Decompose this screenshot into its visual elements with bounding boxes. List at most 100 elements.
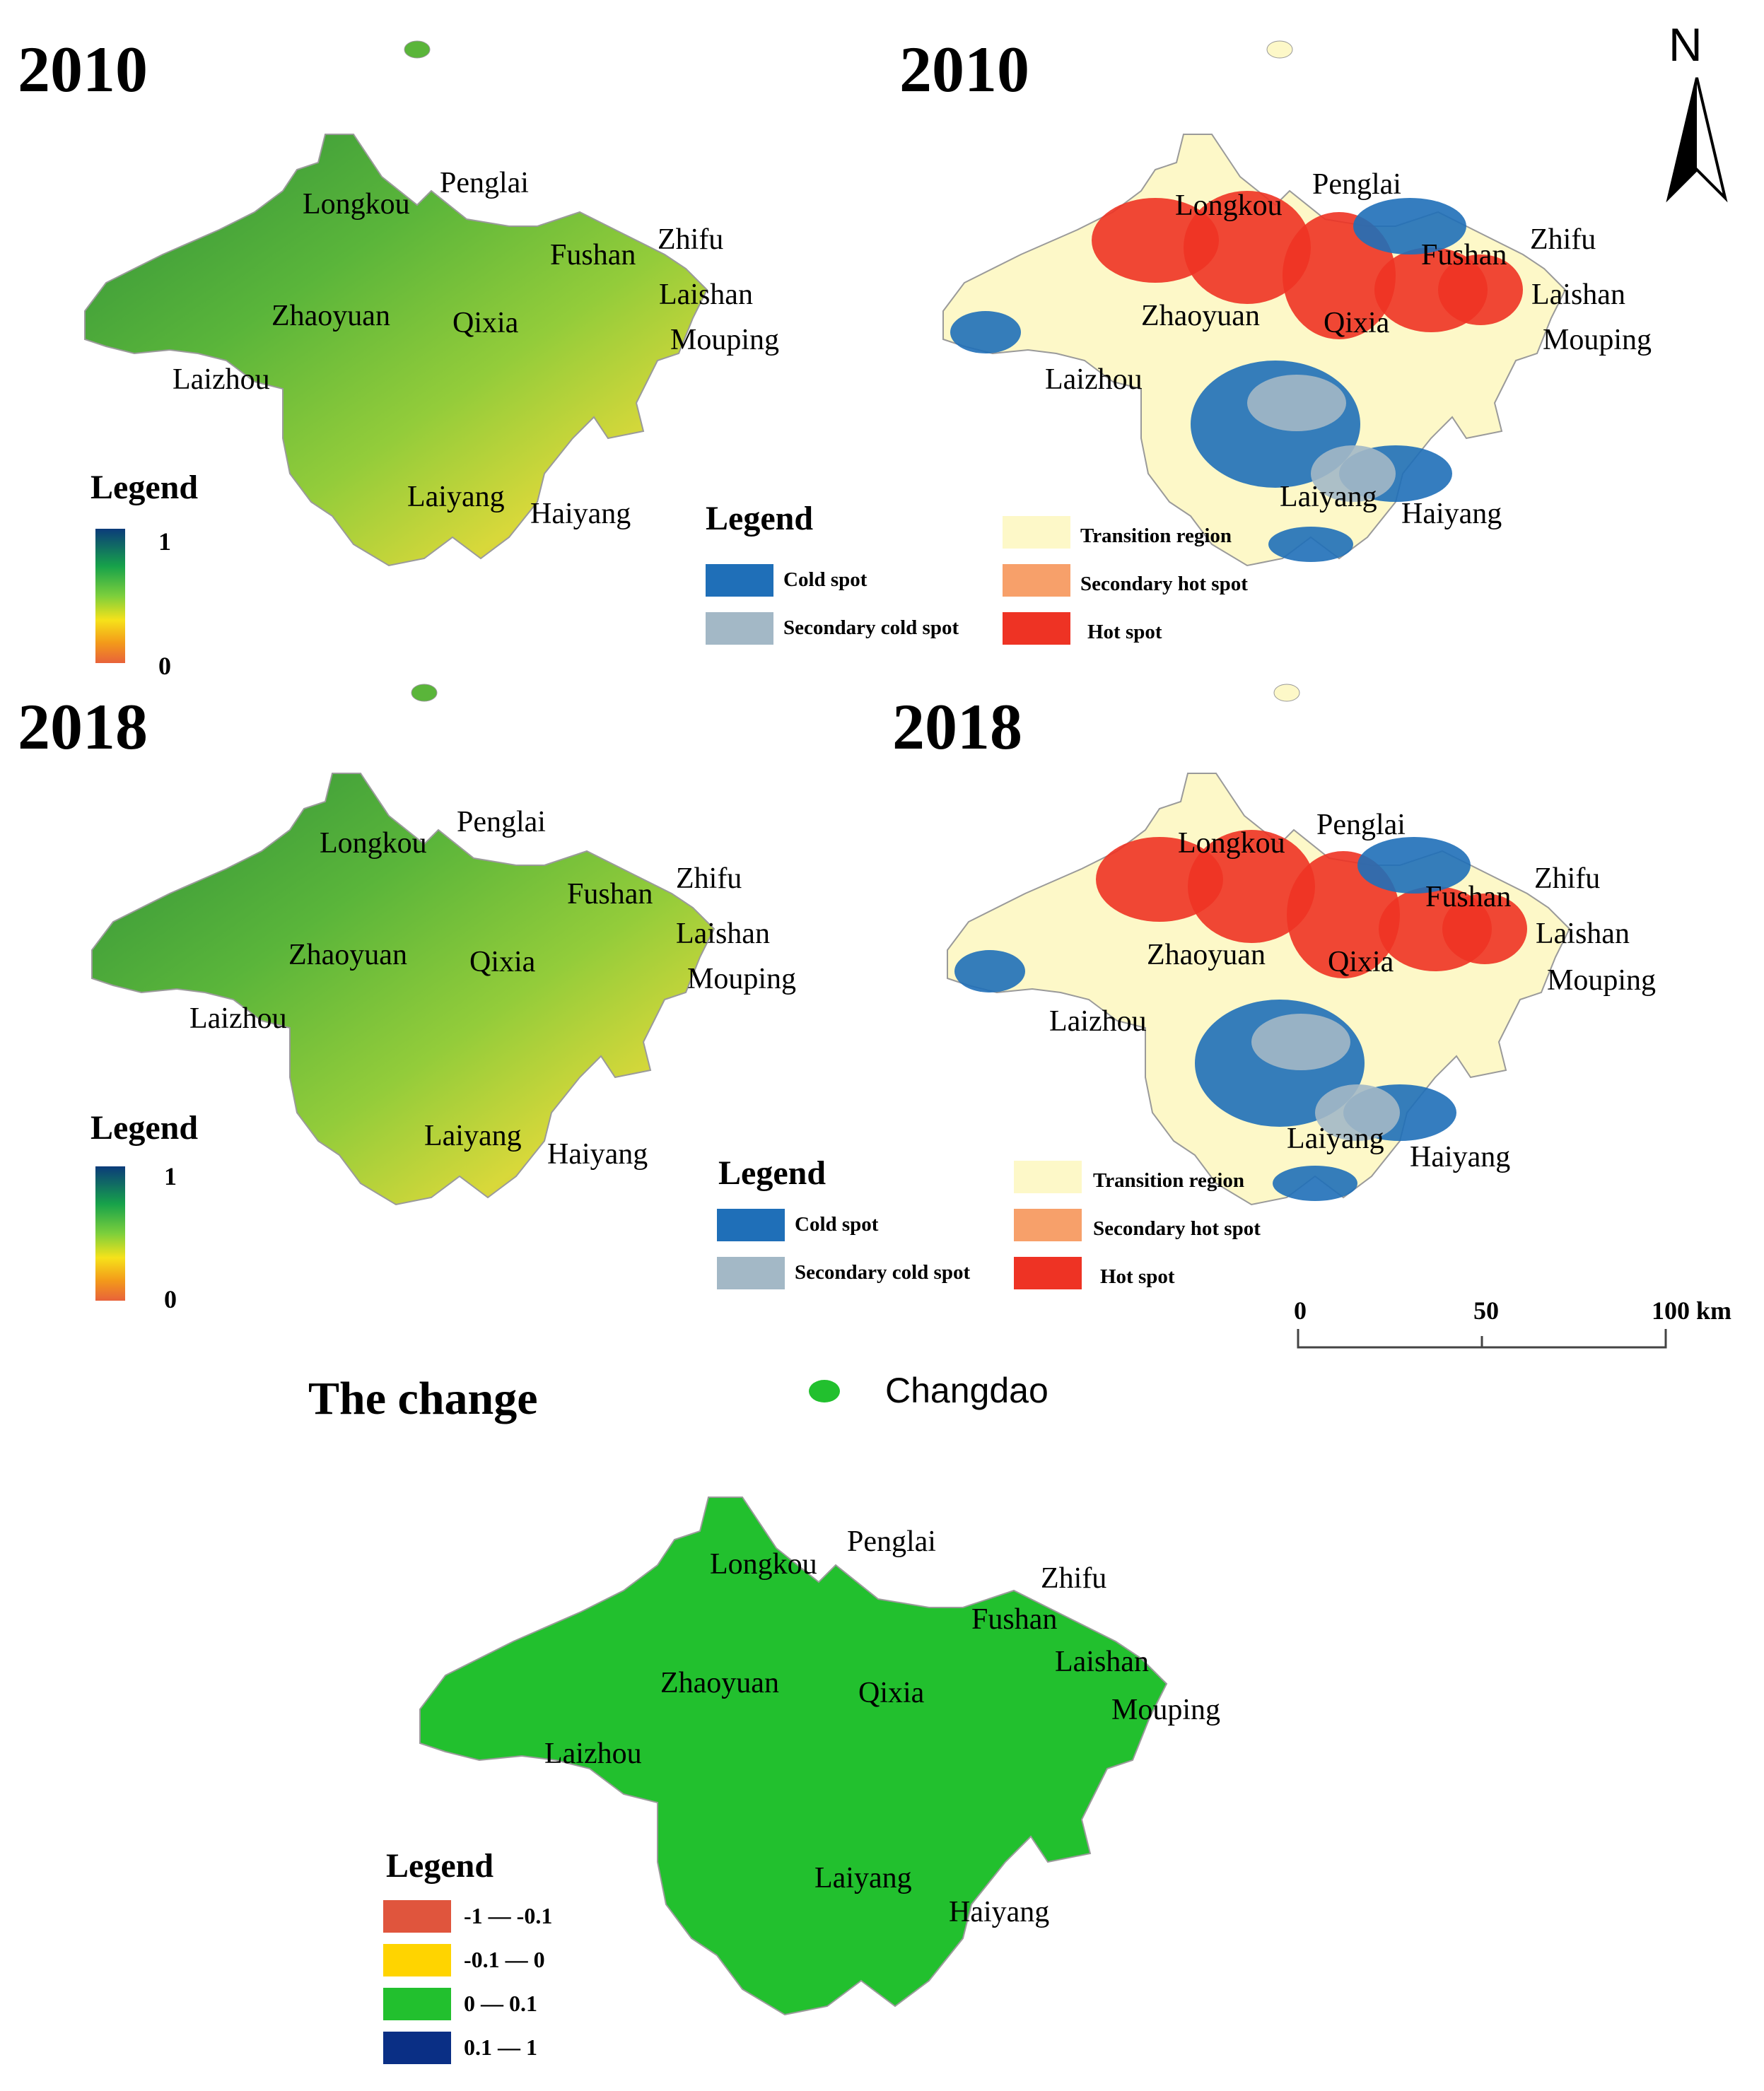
- swatch-transition-2: [1014, 1161, 1082, 1193]
- label-qixia-p2: Qixia: [1324, 307, 1390, 339]
- label-laiyang-p1: Laiyang: [407, 481, 505, 513]
- hotspot-legend-title-2: Legend: [718, 1154, 826, 1192]
- island-0: [404, 40, 431, 59]
- label-penglai-p4: Penglai: [1316, 809, 1406, 841]
- label-mouping-p3: Mouping: [687, 963, 797, 995]
- legend-title-p1: Legend: [90, 469, 199, 506]
- label-haiyang-p1: Haiyang: [530, 498, 631, 530]
- hotspot-cluster-2018-2-1: [1315, 1084, 1400, 1141]
- label-penglai-p5: Penglai: [847, 1525, 936, 1558]
- scale-tick-0: 0: [1294, 1296, 1307, 1325]
- island-2: [411, 684, 438, 702]
- label-longkou-p2: Longkou: [1175, 189, 1283, 222]
- label-laiyang-p5: Laiyang: [814, 1862, 912, 1894]
- label-laizhou-p3: Laizhou: [189, 1002, 287, 1035]
- island-changdao: [809, 1380, 840, 1402]
- swatch-change-4: [383, 2032, 451, 2064]
- legend-sechot-1: Secondary hot spot: [1080, 573, 1248, 595]
- north-arrow-label: N: [1669, 18, 1702, 71]
- label-zhaoyuan-p5: Zhaoyuan: [660, 1667, 779, 1699]
- label-laizhou-p5: Laizhou: [544, 1738, 642, 1770]
- label-haiyang-p2: Haiyang: [1401, 498, 1502, 530]
- label-qixia-p4: Qixia: [1328, 946, 1394, 978]
- label-qixia-p3: Qixia: [469, 946, 536, 978]
- panel-2018-right-year: 2018: [892, 691, 1022, 763]
- hotspot-cluster-2018-1-1: [954, 950, 1025, 992]
- label-mouping-p4: Mouping: [1547, 964, 1657, 997]
- label-laizhou-p2: Laizhou: [1045, 363, 1143, 396]
- change-legend-title: Legend: [386, 1847, 494, 1885]
- label-laishan-p1: Laishan: [659, 279, 753, 311]
- legend-change-2: -0.1 — 0: [464, 1947, 545, 1972]
- swatch-transition-1: [1003, 516, 1070, 549]
- scale-tick-50: 50: [1473, 1296, 1499, 1325]
- hotspot-cluster-2010-0-4: [1438, 254, 1523, 325]
- label-laishan-p2: Laishan: [1531, 279, 1625, 311]
- legend-change-3: 0 — 0.1: [464, 1991, 537, 2016]
- north-arrow-half: [1669, 78, 1697, 198]
- color-ramp-p1: [95, 529, 125, 663]
- label-zhifu-p3: Zhifu: [676, 862, 742, 895]
- label-laishan-p5: Laishan: [1055, 1646, 1149, 1678]
- label-laiyang-p2: Laiyang: [1280, 481, 1377, 513]
- label-zhaoyuan-p1: Zhaoyuan: [271, 300, 390, 332]
- swatch-cold-1: [706, 564, 773, 597]
- ramp-max-p1: 1: [158, 527, 171, 556]
- label-penglai-p1: Penglai: [440, 167, 529, 199]
- swatch-sechot-2: [1014, 1209, 1082, 1241]
- legend-hot-1: Hot spot: [1087, 621, 1162, 643]
- panel-2010-right-year: 2010: [899, 33, 1029, 105]
- label-longkou-p5: Longkou: [710, 1548, 817, 1581]
- hotspot-cluster-2010-1-0: [1353, 198, 1466, 254]
- legend-transition-1: Transition region: [1080, 525, 1232, 547]
- swatch-seccold-2: [717, 1257, 785, 1289]
- map-ndvi-2010: [84, 134, 708, 567]
- swatch-hot-2: [1014, 1257, 1082, 1289]
- hotspot-cluster-2018-1-0: [1357, 837, 1471, 894]
- legend-title-p3: Legend: [90, 1109, 199, 1147]
- hotspot-legend-title-1: Legend: [706, 500, 814, 537]
- hotspot-cluster-2010-0-1: [1184, 191, 1311, 304]
- label-zhifu-p1: Zhifu: [658, 223, 724, 256]
- label-fushan-p3: Fushan: [567, 878, 653, 910]
- label-fushan-p5: Fushan: [971, 1603, 1058, 1636]
- ramp-min-p1: 0: [158, 652, 171, 680]
- label-qixia-p5: Qixia: [858, 1677, 925, 1709]
- label-fushan-p2: Fushan: [1421, 239, 1507, 271]
- swatch-seccold-1: [706, 612, 773, 645]
- panel-2010-left-year: 2010: [18, 33, 148, 105]
- label-mouping-p1: Mouping: [670, 324, 780, 356]
- legend-seccold-1: Secondary cold spot: [783, 616, 959, 639]
- hotspot-cluster-2010-2-1: [1311, 445, 1396, 502]
- change-title: The change: [308, 1373, 538, 1424]
- label-laizhou-p4: Laizhou: [1049, 1005, 1147, 1038]
- label-zhifu-p2: Zhifu: [1530, 223, 1596, 256]
- map-change: [419, 1496, 1168, 2016]
- scale-tick-100: 100 km: [1652, 1296, 1732, 1325]
- label-fushan-p4: Fushan: [1425, 881, 1512, 913]
- hotspot-cluster-2010-2-0: [1247, 375, 1346, 431]
- label-zhifu-p5: Zhifu: [1041, 1562, 1107, 1595]
- hotspot-cluster-2010-1-4: [1268, 527, 1353, 562]
- hotspot-cluster-2018-0-1: [1188, 830, 1315, 943]
- label-laizhou-p1: Laizhou: [173, 363, 270, 396]
- map-ndvi-2018: [91, 773, 715, 1206]
- legend-cold-2: Cold spot: [795, 1213, 879, 1236]
- legend-seccold-2: Secondary cold spot: [795, 1261, 971, 1284]
- label-laishan-p3: Laishan: [676, 918, 770, 950]
- legend-sechot-2: Secondary hot spot: [1093, 1217, 1261, 1240]
- label-zhaoyuan-p2: Zhaoyuan: [1141, 300, 1260, 332]
- swatch-change-3: [383, 1988, 451, 2020]
- swatch-hot-1: [1003, 612, 1070, 645]
- label-longkou-p1: Longkou: [303, 188, 410, 221]
- swatch-change-2: [383, 1944, 451, 1976]
- island-1: [1266, 40, 1293, 59]
- legend-cold-1: Cold spot: [783, 568, 868, 591]
- hotspot-cluster-2018-1-4: [1273, 1166, 1357, 1201]
- label-longkou-p3: Longkou: [320, 827, 427, 860]
- legend-change-4: 0.1 — 1: [464, 2034, 537, 2060]
- label-haiyang-p3: Haiyang: [547, 1138, 648, 1171]
- label-laiyang-p4: Laiyang: [1287, 1123, 1384, 1155]
- label-penglai-p2: Penglai: [1312, 168, 1401, 201]
